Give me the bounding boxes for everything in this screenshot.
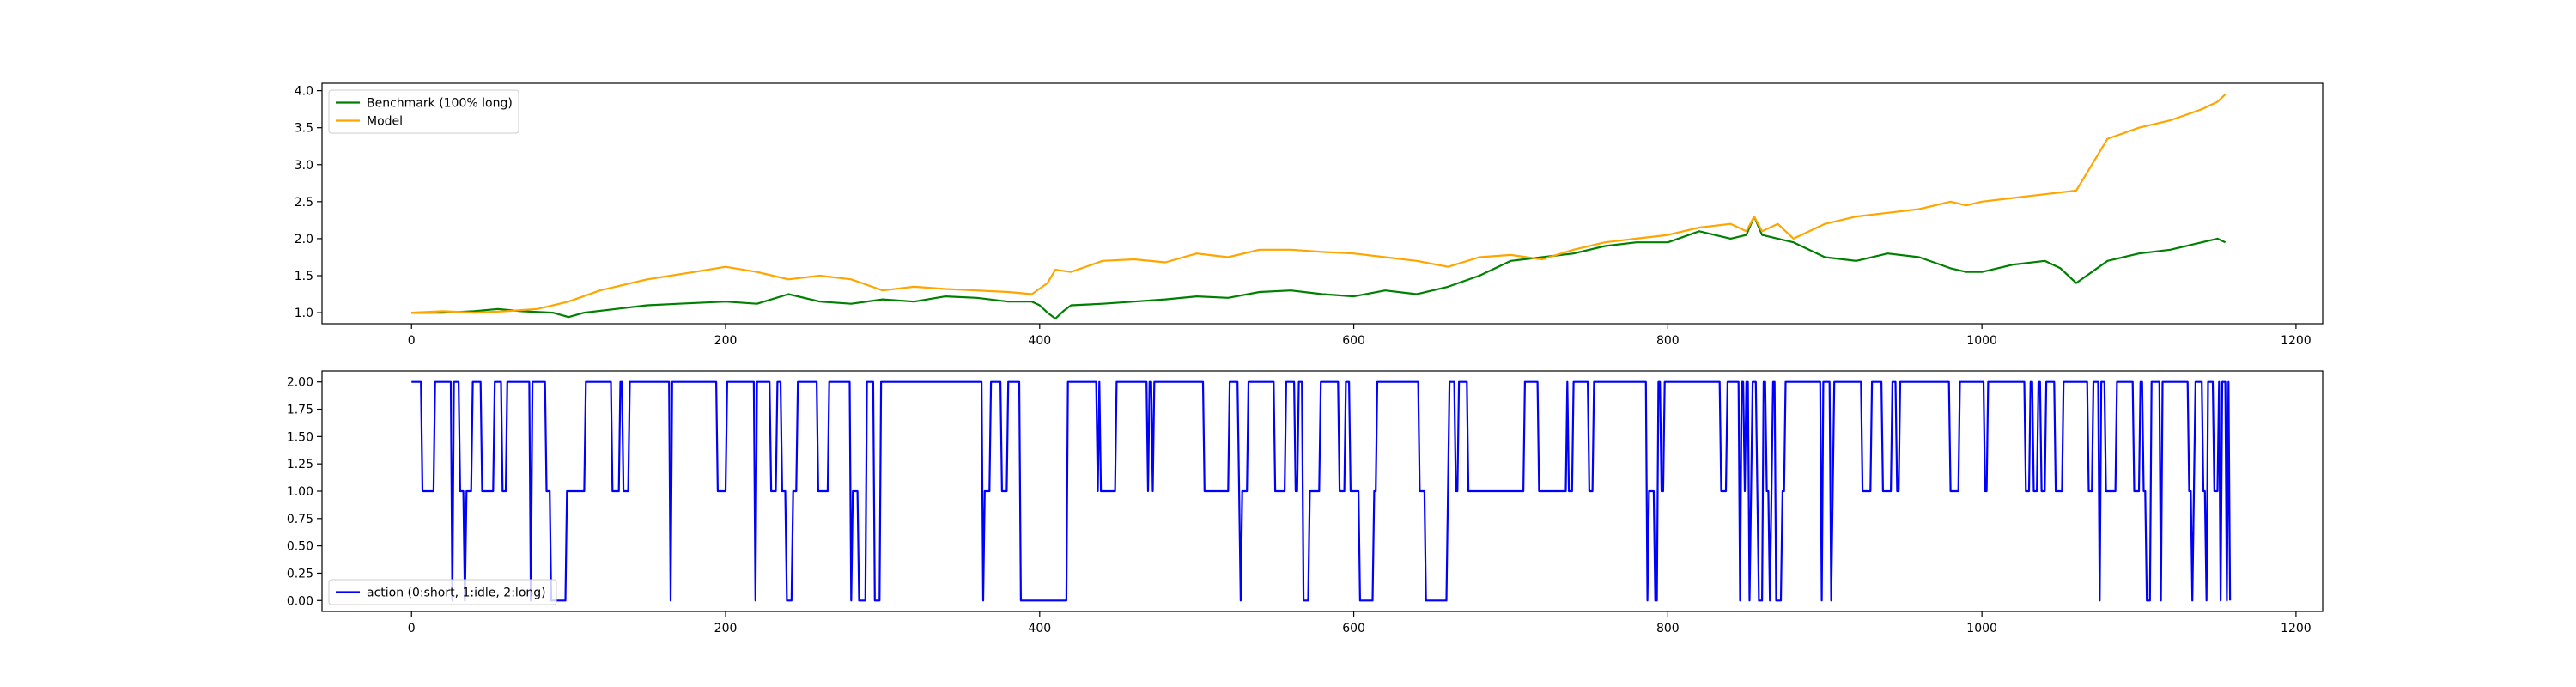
x-tick-label: 1000: [1966, 334, 1997, 348]
x-tick-label: 1200: [2281, 622, 2312, 635]
top-panel-equity-chart: 0 200 400 600 800 1000 1200 1.0 1.5 2.0 2.5 3.0 3.5 4…: [295, 82, 2324, 348]
y-tick-label: 1.00: [287, 485, 313, 499]
legend: Benchmark (100% long) Model: [328, 89, 519, 134]
x-tick-label: 0: [408, 622, 416, 635]
x-tick-label: 200: [714, 622, 738, 635]
x-tick-label: 0: [408, 334, 416, 348]
x-tick-label: 600: [1342, 334, 1365, 348]
y-tick-label: 1.5: [295, 270, 313, 283]
x-tick-label: 200: [714, 334, 738, 348]
series-line-benchmark: [411, 216, 2227, 320]
axes-frame: [321, 82, 2324, 325]
x-tick-label: 800: [1656, 334, 1680, 348]
y-tick-label: 1.50: [287, 430, 313, 444]
x-tick-label: 1200: [2281, 334, 2312, 348]
y-tick-label: 2.5: [295, 196, 313, 210]
y-tick-label: 1.75: [287, 404, 313, 417]
legend-label: Benchmark (100% long): [367, 97, 513, 111]
legend-box: [328, 579, 557, 605]
y-tick-label: 3.0: [295, 159, 313, 173]
y-tick-label: 3.5: [295, 122, 313, 136]
legend-label: action (0:short, 1:idle, 2:long): [367, 587, 546, 600]
x-tick-label: 400: [1028, 622, 1051, 635]
legend-box: [328, 89, 519, 134]
legend-label: Model: [367, 115, 403, 129]
y-tick-label: 2.00: [287, 376, 313, 390]
y-tick-label: 0.50: [287, 540, 313, 554]
y-tick-label: 0.75: [287, 513, 313, 526]
y-tick-label: 2.0: [295, 233, 313, 246]
y-tick-label: 0.25: [287, 567, 313, 581]
y-tick-label: 4.0: [295, 85, 313, 99]
x-tick-label: 800: [1656, 622, 1680, 635]
x-tick-label: 600: [1342, 622, 1365, 635]
legend: action (0:short, 1:idle, 2:long): [328, 579, 557, 605]
series-line-model: [411, 94, 2227, 314]
series-line-action: [411, 380, 2232, 602]
bottom-panel-action-chart: 0 200 400 600 800 1000 1200 0.00 0.25 0.50 0.75 1.0…: [287, 370, 2324, 635]
x-tick-label: 1000: [1966, 622, 1997, 635]
y-tick-label: 1.25: [287, 458, 313, 471]
x-tick-label: 400: [1028, 334, 1051, 348]
y-tick-label: 0.00: [287, 594, 313, 608]
y-tick-label: 1.0: [295, 307, 313, 320]
